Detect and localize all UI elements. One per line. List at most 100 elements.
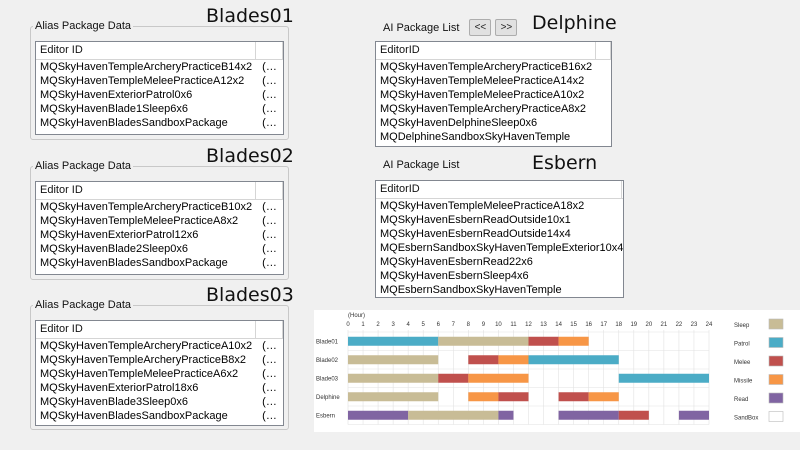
- tick-label: 20: [645, 322, 652, 328]
- column-header-extra[interactable]: [256, 42, 283, 59]
- truncated-cell: (…: [262, 61, 277, 73]
- list-item[interactable]: MQSkyHavenTempleArcheryPracticeB8x2 (…: [36, 353, 283, 367]
- legend-label: SandBox: [734, 416, 758, 422]
- editor-id-cell: MQSkyHavenBladesSandboxPackage: [40, 257, 228, 269]
- list-item[interactable]: MQSkyHavenTempleArcheryPracticeA8x2: [376, 102, 611, 116]
- tick-label: 11: [510, 322, 517, 328]
- column-header-editor-id[interactable]: Editor ID: [36, 182, 257, 199]
- list-item[interactable]: MQSkyHavenTempleMeleePracticeA18x2: [376, 199, 623, 213]
- list-item[interactable]: MQSkyHavenTempleMeleePracticeA8x2 (…: [36, 214, 283, 228]
- ai-package-toolbar: AI Package List: [383, 159, 465, 171]
- list-item[interactable]: MQSkyHavenEsbernSleep4x6: [376, 269, 623, 283]
- ai-package-toolbar: AI Package List << >>: [383, 19, 518, 36]
- next-button[interactable]: >>: [495, 19, 518, 36]
- column-header-editor-id[interactable]: EditorID: [376, 42, 597, 59]
- list-item[interactable]: MQSkyHavenEsbernReadOutside10x1: [376, 213, 623, 227]
- editor-id-cell: MQSkyHavenTempleArcheryPracticeB10x2: [40, 201, 253, 213]
- list-header: EditorID: [376, 181, 623, 199]
- list-item[interactable]: MQSkyHavenTempleArcheryPracticeA10x2 (…: [36, 339, 283, 353]
- schedule-bar-melee: [618, 410, 649, 420]
- list-item[interactable]: MQDelphineSandboxSkyHavenTemple: [376, 130, 611, 144]
- tick-label: 24: [706, 322, 713, 328]
- list-item[interactable]: MQSkyHavenExteriorPatrol0x6 (…: [36, 88, 283, 102]
- truncated-cell: (…: [262, 215, 277, 227]
- npc-name-title: Esbern: [532, 152, 598, 174]
- editor-id-cell: MQSkyHavenEsbernRead22x6: [380, 256, 533, 268]
- list-item[interactable]: MQSkyHavenBlade2Sleep0x6 (…: [36, 242, 283, 256]
- schedule-bar-melee: [438, 373, 469, 383]
- list-item[interactable]: MQSkyHavenEsbernReadOutside14x4: [376, 227, 623, 241]
- tick-label: 9: [482, 322, 486, 328]
- legend-swatch: [768, 411, 784, 422]
- list-item[interactable]: MQSkyHavenTempleMeleePracticeA14x2: [376, 74, 611, 88]
- column-header-extra[interactable]: [256, 182, 283, 199]
- tick-label: 22: [676, 322, 683, 328]
- group-label: Alias Package Data: [35, 160, 131, 172]
- list-item[interactable]: MQSkyHavenBlade3Sleep0x6 (…: [36, 395, 283, 409]
- list-body: MQSkyHavenTempleArcheryPracticeA10x2 (… MQ…: [36, 339, 283, 423]
- truncated-cell: (…: [262, 340, 277, 352]
- schedule-bar-missile: [498, 355, 529, 365]
- schedule-bar-sleep: [348, 373, 439, 383]
- column-header-editor-id[interactable]: Editor ID: [36, 42, 257, 59]
- list-item[interactable]: MQSkyHavenExteriorPatrol18x6 (…: [36, 381, 283, 395]
- list-item[interactable]: MQSkyHavenTempleArcheryPracticeB14x2 (…: [36, 60, 283, 74]
- list-item[interactable]: MQSkyHavenEsbernRead22x6: [376, 255, 623, 269]
- legend-swatch: [768, 337, 784, 348]
- previous-button[interactable]: <<: [469, 19, 492, 36]
- column-header-editor-id[interactable]: EditorID: [376, 181, 622, 198]
- list-item[interactable]: MQEsbernSandboxSkyHavenTemple: [376, 283, 623, 297]
- list-item[interactable]: MQSkyHavenBlade1Sleep6x6 (…: [36, 102, 283, 116]
- ai-package-list[interactable]: EditorID MQSkyHavenTempleArcheryPractice…: [375, 41, 612, 147]
- schedule-bar-melee: [498, 392, 529, 402]
- editor-id-cell: MQSkyHavenTempleArcheryPracticeA8x2: [380, 103, 587, 115]
- tick-label: 23: [691, 322, 698, 328]
- editor-id-cell: MQSkyHavenTempleMeleePracticeA8x2: [40, 215, 239, 227]
- tick-label: 7: [452, 322, 456, 328]
- column-header-editor-id[interactable]: Editor ID: [36, 321, 257, 338]
- truncated-cell: (…: [262, 89, 277, 101]
- schedule-chart: (Hour) 0 1 2 3 4 5 6 7 8 9 10 11 12 13 14 15 16 17 18 19 20 21…: [314, 310, 800, 432]
- editor-id-list[interactable]: Editor ID MQSkyHavenTempleArcheryPractic…: [35, 181, 284, 275]
- editor-id-cell: MQSkyHavenTempleMeleePracticeA6x2: [40, 368, 239, 380]
- tick-label: 16: [585, 322, 592, 328]
- schedule-bar-patrol: [528, 355, 619, 365]
- truncated-cell: (…: [262, 229, 277, 241]
- list-item[interactable]: MQSkyHavenBladesSandboxPackage (…: [36, 256, 283, 270]
- editor-id-cell: MQSkyHavenExteriorPatrol0x6: [40, 89, 193, 101]
- list-item[interactable]: MQSkyHavenTempleMeleePracticeA12x2 (…: [36, 74, 283, 88]
- ai-package-list[interactable]: EditorID MQSkyHavenTempleMeleePracticeA1…: [375, 180, 624, 298]
- list-item[interactable]: MQSkyHavenTempleMeleePracticeA6x2 (…: [36, 367, 283, 381]
- schedule-bar-patrol: [348, 336, 439, 346]
- truncated-cell: (…: [262, 243, 277, 255]
- schedule-bar-read: [498, 410, 514, 420]
- legend-label: Patrol: [734, 342, 750, 348]
- tick-label: 0: [346, 322, 350, 328]
- tick-label: 18: [615, 322, 622, 328]
- list-item[interactable]: MQEsbernSandboxSkyHavenTempleExterior10x…: [376, 241, 623, 255]
- legend-swatch: [768, 392, 784, 404]
- truncated-cell: (…: [262, 117, 277, 129]
- editor-id-list[interactable]: Editor ID MQSkyHavenTempleArcheryPractic…: [35, 320, 284, 426]
- list-item[interactable]: MQSkyHavenTempleMeleePracticeA10x2: [376, 88, 611, 102]
- editor-id-cell: MQSkyHavenTempleMeleePracticeA12x2: [40, 75, 245, 87]
- editor-id-cell: MQSkyHavenTempleMeleePracticeA14x2: [380, 75, 585, 87]
- editor-id-cell: MQSkyHavenBlade1Sleep6x6: [40, 103, 188, 115]
- legend-label: Sleep: [734, 323, 750, 329]
- schedule-bar-sleep: [408, 410, 499, 420]
- schedule-bar-melee: [528, 336, 559, 346]
- list-item[interactable]: MQSkyHavenTempleArcheryPracticeB10x2 (…: [36, 200, 283, 214]
- list-item[interactable]: MQSkyHavenExteriorPatrol12x6 (…: [36, 228, 283, 242]
- truncated-cell: (…: [262, 257, 277, 269]
- editor-id-list[interactable]: Editor ID MQSkyHavenTempleArcheryPractic…: [35, 41, 284, 135]
- truncated-cell: (…: [262, 410, 277, 422]
- column-header-extra[interactable]: [596, 42, 611, 59]
- list-item[interactable]: MQSkyHavenTempleArcheryPracticeB16x2: [376, 60, 611, 74]
- column-header-extra[interactable]: [256, 321, 283, 338]
- editor-id-cell: MQEsbernSandboxSkyHavenTempleExterior10x…: [380, 242, 623, 254]
- list-item[interactable]: MQSkyHavenBladesSandboxPackage (…: [36, 116, 283, 130]
- list-item[interactable]: MQSkyHavenDelphineSleep0x6: [376, 116, 611, 130]
- editor-id-cell: MQSkyHavenTempleMeleePracticeA10x2: [380, 89, 585, 101]
- editor-id-cell: MQDelphineSandboxSkyHavenTemple: [380, 131, 571, 143]
- list-item[interactable]: MQSkyHavenBladesSandboxPackage (…: [36, 409, 283, 423]
